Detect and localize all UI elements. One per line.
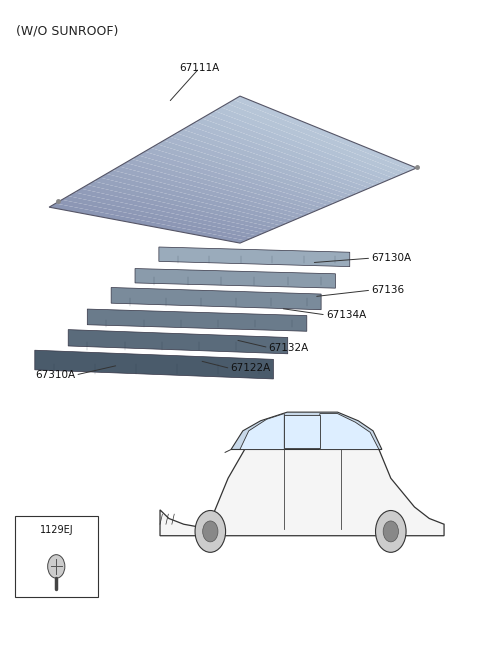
Polygon shape [68,192,264,236]
Polygon shape [215,107,399,178]
Text: 67136: 67136 [371,285,404,295]
Circle shape [203,521,218,542]
Polygon shape [320,413,379,449]
Polygon shape [202,115,387,183]
Polygon shape [195,118,381,186]
Polygon shape [164,137,352,198]
Polygon shape [240,413,284,449]
Polygon shape [227,100,411,173]
Polygon shape [160,424,444,536]
Polygon shape [221,104,405,175]
Circle shape [195,510,226,552]
Polygon shape [159,247,350,266]
Text: 67132A: 67132A [269,342,309,352]
Polygon shape [94,178,287,226]
Text: 67134A: 67134A [326,310,366,320]
Circle shape [383,521,398,542]
Polygon shape [111,287,321,310]
Polygon shape [132,155,323,211]
Text: 67122A: 67122A [230,363,271,373]
Polygon shape [87,181,281,228]
Polygon shape [62,196,258,238]
Polygon shape [87,309,307,331]
Circle shape [375,510,406,552]
Polygon shape [56,199,252,241]
Polygon shape [113,167,305,218]
Text: 67111A: 67111A [180,63,219,73]
Circle shape [48,555,65,578]
Polygon shape [100,174,293,223]
Polygon shape [284,415,320,448]
Polygon shape [151,144,340,203]
Text: 1129EJ: 1129EJ [39,525,73,535]
Polygon shape [157,140,346,201]
Polygon shape [107,170,299,220]
Polygon shape [68,329,288,354]
Text: 67130A: 67130A [371,253,411,263]
Polygon shape [81,185,276,230]
Polygon shape [138,152,328,208]
Polygon shape [135,268,336,288]
Polygon shape [234,96,417,171]
Polygon shape [208,111,393,180]
Polygon shape [125,159,316,213]
Polygon shape [231,412,382,449]
Text: (W/O SUNROOF): (W/O SUNROOF) [16,24,118,37]
Polygon shape [119,163,311,216]
Polygon shape [74,189,269,233]
Polygon shape [176,129,364,193]
Polygon shape [189,122,375,188]
Polygon shape [35,350,274,379]
Polygon shape [144,148,334,205]
Polygon shape [49,203,246,243]
Text: 67310A: 67310A [35,370,75,380]
FancyBboxPatch shape [15,516,98,597]
Polygon shape [170,133,358,195]
Polygon shape [183,126,370,190]
